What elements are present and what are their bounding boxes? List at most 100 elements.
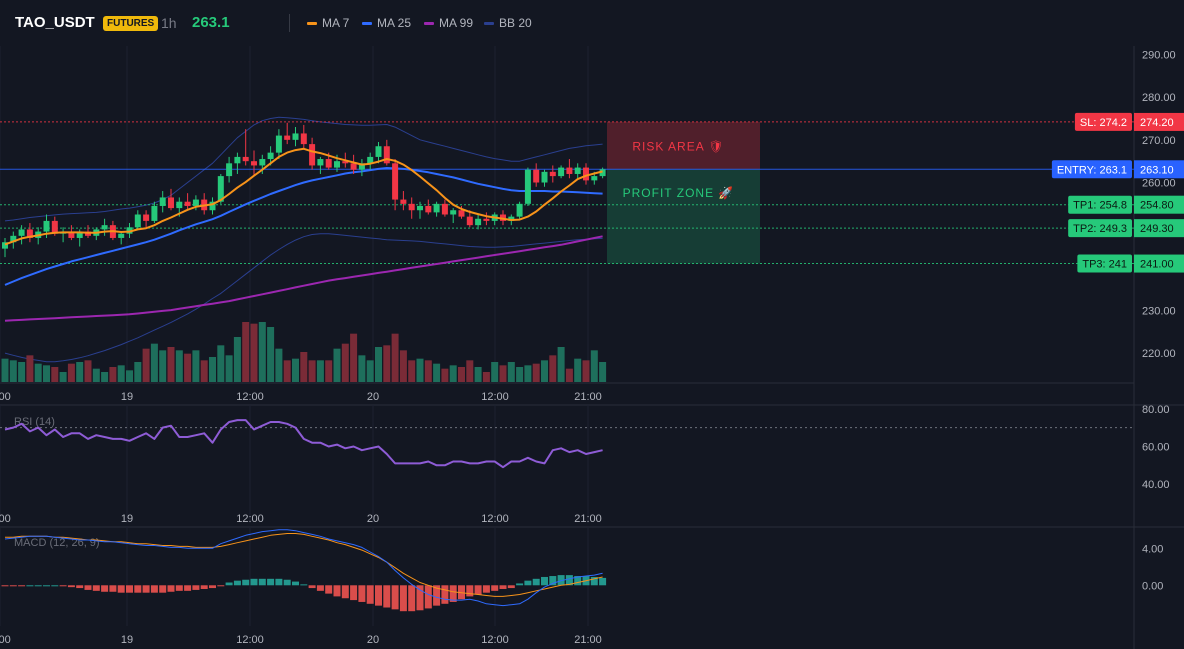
candle-body — [483, 218, 490, 221]
volume-bar — [358, 355, 366, 382]
volume-bar — [101, 372, 109, 382]
volume-bar — [350, 333, 358, 382]
volume-bar — [458, 367, 465, 382]
volume-bar — [109, 367, 117, 382]
candle-body — [18, 229, 25, 236]
legend-ma25-swatch — [362, 21, 372, 25]
macd-histogram-bar — [333, 585, 341, 597]
level-axis-tag-box — [1134, 195, 1184, 214]
time-axis-label: 21:00 — [574, 634, 602, 646]
legend-bb20-label: BB 20 — [499, 16, 532, 30]
volume-bar — [192, 350, 200, 382]
volume-bar — [466, 360, 474, 382]
volume-bar — [416, 358, 424, 382]
candle-body — [159, 197, 166, 206]
candle-body — [375, 146, 382, 157]
volume-bar — [67, 363, 75, 382]
candle-body — [143, 214, 150, 221]
candle-body — [425, 205, 432, 213]
candle-body — [392, 163, 399, 200]
volume-bar — [217, 345, 225, 382]
macd-histogram-bar — [499, 585, 507, 589]
macd-histogram-bar — [524, 580, 532, 586]
legend-ma25[interactable]: MA 25 — [362, 16, 411, 30]
legend-ma7-label: MA 7 — [322, 16, 350, 30]
volume-bar — [366, 360, 374, 382]
candle-body — [400, 199, 407, 204]
volume-bar — [275, 348, 283, 382]
macd-histogram-bar — [175, 585, 183, 591]
macd-histogram-bar — [9, 585, 17, 587]
level-axis-tag-box — [1134, 219, 1184, 238]
level-label-box — [1074, 112, 1132, 131]
volume-bar — [316, 360, 324, 382]
macd-histogram-bar — [117, 585, 125, 593]
volume-bar — [92, 368, 100, 382]
volume-bar — [225, 355, 233, 382]
candle-body — [134, 214, 141, 228]
chart-header: TAO_USDT FUTURES 1h 263.1 MA 7 MA 25 MA … — [0, 0, 1184, 46]
rsi-line — [4, 419, 603, 469]
macd-histogram-bar — [383, 585, 391, 608]
volume-bar — [43, 365, 50, 382]
last-price: 263.1 — [192, 14, 230, 31]
rsi-title: RSI (14) — [14, 416, 55, 428]
candle-body — [475, 218, 482, 226]
candle-body — [101, 225, 108, 230]
macd-histogram-bar — [1, 585, 9, 587]
volume-bar — [250, 323, 258, 382]
volume-bar — [167, 347, 175, 382]
legend-ma99[interactable]: MA 99 — [424, 16, 473, 30]
candle-body — [292, 133, 299, 140]
candle-body — [300, 133, 307, 145]
volume-bar — [491, 362, 499, 382]
volume-bar — [582, 360, 590, 382]
bb-lower-line — [4, 233, 603, 363]
volume-bar — [333, 348, 341, 382]
futures-badge: FUTURES — [103, 16, 159, 31]
level-label-box — [1068, 219, 1132, 238]
volume-bar — [433, 363, 441, 382]
volume-bar — [1, 358, 9, 382]
candle-body — [118, 233, 125, 238]
macd-histogram-bar — [84, 585, 92, 590]
candle-body — [76, 231, 83, 238]
volume-bar — [341, 343, 349, 382]
macd-histogram-bar — [516, 583, 524, 586]
candle-body — [574, 167, 581, 174]
candle-body — [466, 216, 473, 226]
macd-histogram-bar — [258, 578, 266, 586]
time-axis-label: 19 — [121, 634, 133, 646]
level-label-box — [1077, 254, 1132, 273]
candle-body — [309, 144, 316, 166]
legend-bb20[interactable]: BB 20 — [484, 16, 532, 30]
time-axis-label: 21:00 — [574, 391, 602, 403]
ma7-line — [4, 147, 603, 246]
rsi-axis-tick: 60.00 — [1142, 441, 1170, 453]
volume-bar — [9, 360, 17, 382]
level-label-tp: TP3: 241 — [1082, 259, 1127, 271]
volume-bar — [541, 360, 548, 382]
time-axis-label: 12:00 — [236, 634, 264, 646]
time-axis-label: 12:00 — [236, 391, 264, 403]
macd-histogram-bar — [242, 579, 250, 586]
symbol-label[interactable]: TAO_USDT — [15, 14, 95, 31]
time-axis-label: 20 — [367, 391, 379, 403]
macd-histogram-bar — [300, 584, 308, 586]
candle-body — [367, 156, 374, 164]
candle-body — [441, 203, 448, 215]
macd-histogram-bar — [433, 585, 441, 606]
time-axis-label: 2:00 — [0, 513, 11, 525]
interval-label[interactable]: 1h — [161, 15, 177, 31]
macd-histogram-bar — [67, 585, 75, 588]
level-axis-tag-tp: 249.30 — [1140, 223, 1174, 235]
rsi-axis-tick: 80.00 — [1142, 404, 1170, 416]
macd-histogram-bar — [167, 585, 175, 592]
volume-bar — [516, 367, 524, 382]
volume-bar — [383, 345, 391, 382]
legend-ma7-swatch — [307, 21, 317, 25]
volume-bar — [441, 368, 449, 382]
volume-bar — [399, 350, 407, 382]
legend-ma7[interactable]: MA 7 — [307, 16, 349, 30]
